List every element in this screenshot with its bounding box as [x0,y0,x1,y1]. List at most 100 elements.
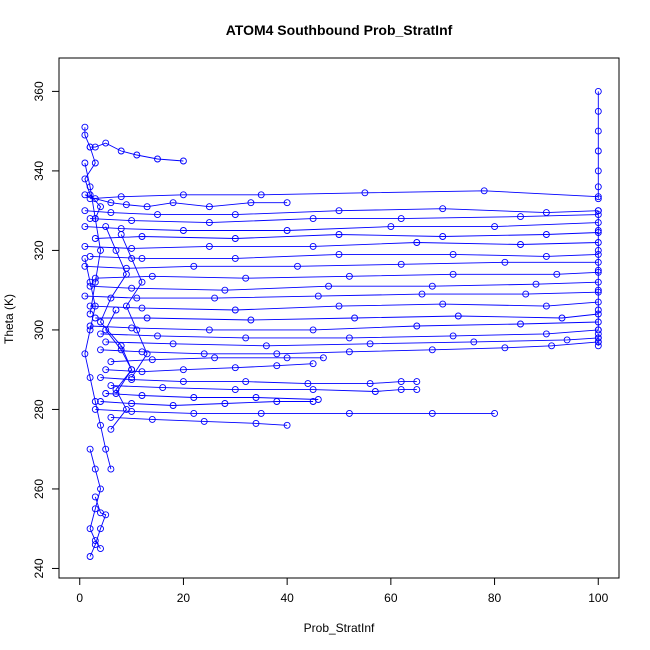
data-point [128,400,136,407]
series-line [90,190,599,200]
series-37 [594,330,602,350]
data-point [179,378,187,386]
data-point [418,290,426,298]
data-point [231,254,239,262]
data-point [102,223,110,231]
series-line [120,234,148,378]
data-point [86,525,94,533]
data-point [314,292,322,300]
data-point [133,151,141,159]
data-point [138,254,146,262]
series-15 [91,310,602,324]
data-point [205,242,213,250]
data-point [81,159,89,167]
series-line [90,253,599,259]
data-point [107,358,115,366]
series-25 [97,398,317,409]
series-11 [91,268,602,282]
data-point [594,195,602,203]
y-axis-label: Theta (K) [2,294,16,344]
data-point [361,189,369,197]
data-point [91,465,99,473]
data-point [159,384,167,392]
data-point [102,445,110,453]
data-point [97,545,104,553]
data-point [138,392,146,399]
series-line [84,194,288,208]
data-point [252,419,260,427]
data-point [413,322,421,330]
data-point [97,398,104,405]
data-point [86,374,94,382]
data-point [81,131,89,139]
data-point [107,209,115,217]
data-point [594,167,602,175]
data-point [501,258,509,266]
data-point [117,147,125,155]
data-point [542,252,550,260]
data-point [81,350,89,358]
series-8 [81,239,602,252]
series-line [90,301,599,311]
data-point [242,334,250,342]
data-point [133,326,141,334]
data-point [91,541,99,549]
data-point [107,199,115,207]
data-point [439,233,447,240]
data-point [594,286,602,294]
data-point [86,326,94,334]
data-point [81,123,89,131]
data-point [86,143,94,151]
series-31 [81,159,104,318]
data-point [148,356,156,364]
data-point [594,338,602,346]
data-point [102,511,110,519]
data-point [273,350,281,358]
series-line [105,309,133,430]
data-point [283,227,291,234]
data-point [138,304,146,312]
data-point [179,227,187,234]
data-point [205,219,213,227]
data-point [107,465,115,473]
data-point [594,342,602,350]
data-point [122,270,130,278]
data-point [594,246,602,254]
data-point [81,191,89,199]
series-line [100,341,599,355]
data-point [594,107,602,115]
data-point [309,398,317,405]
series-line [89,449,101,549]
series-line [100,401,314,406]
data-point [542,231,550,238]
data-point [594,266,602,274]
data-point [107,425,115,433]
y-tick-label: 320 [32,240,46,260]
data-point [304,380,312,388]
data-point [242,274,250,282]
data-point [97,246,104,254]
data-point [397,215,405,223]
data-point [283,354,291,362]
data-point [231,386,239,394]
data-point [154,155,161,163]
series-23 [107,382,421,395]
data-point [449,250,457,258]
data-point [102,326,110,334]
data-point [148,415,156,423]
series-line [95,271,599,279]
data-point [594,306,602,314]
data-point [428,409,436,417]
y-tick-label: 260 [32,479,46,499]
data-point [107,382,115,390]
data-point [200,350,208,358]
data-point [335,250,343,258]
data-point [169,199,177,207]
data-point [480,187,488,195]
data-point [594,207,602,215]
data-point [107,294,115,302]
data-point [179,157,187,165]
data-point [138,233,146,240]
series-3 [86,187,602,203]
data-point [122,201,130,209]
